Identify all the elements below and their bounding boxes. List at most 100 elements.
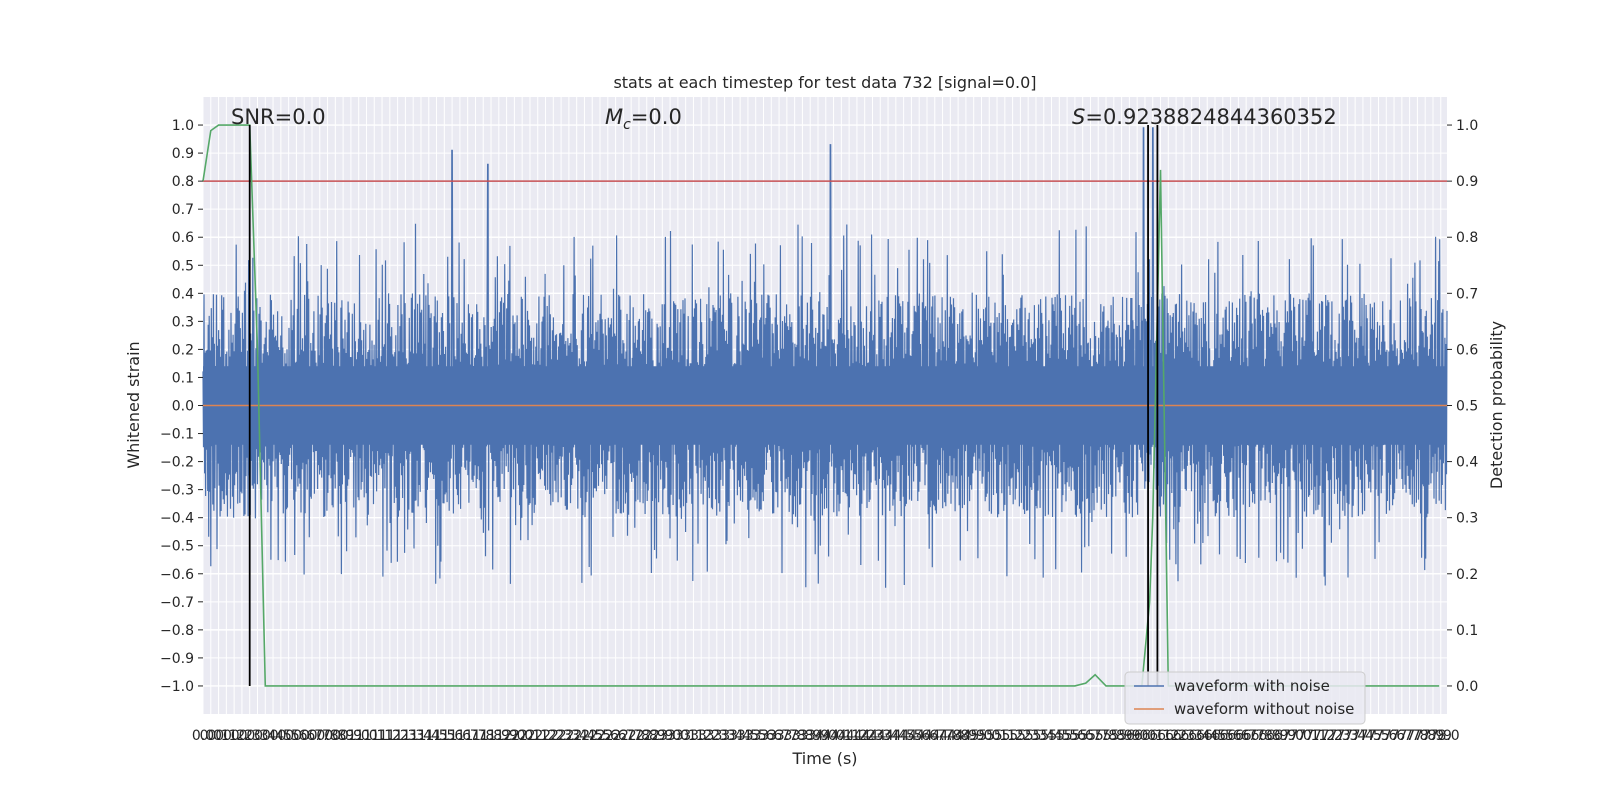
x-tick-label: 6.2	[1157, 728, 1179, 744]
x-tick-label: 0.7	[301, 728, 323, 744]
x-tick-label: 4.7	[924, 728, 946, 744]
x-tick-label: 2.6	[597, 728, 619, 744]
y-tick-label: −0.5	[160, 539, 194, 555]
x-tick-label: 1.0	[355, 728, 377, 744]
x-tick-label: 7.9	[1422, 728, 1444, 744]
y2-axis-label: Detection probability	[1487, 321, 1506, 489]
y2-tick-label: 0.2	[1456, 567, 1478, 583]
x-tick-label: 2.4	[566, 728, 588, 744]
x-tick-label: 6.7	[1235, 728, 1257, 744]
x-tick-label: 7.0	[1282, 728, 1304, 744]
x-tick-label: 3.8	[784, 728, 806, 744]
x-tick-label: 6.0	[1126, 728, 1148, 744]
x-tick-label: 3.8	[791, 728, 813, 744]
x-tick-label: 5.3	[1017, 728, 1039, 744]
x-tick-label: 0.5	[277, 728, 299, 744]
x-tick-label: 3.4	[721, 728, 743, 744]
annotation-s-symbol: S	[1072, 105, 1085, 129]
y2-tick-label: 1.0	[1456, 118, 1478, 134]
x-tick-label: 2.2	[534, 728, 556, 744]
y-tick-label: −0.8	[160, 623, 194, 639]
x-tick-label: 7.6	[1383, 728, 1405, 744]
x-tick-label: 3.1	[682, 728, 704, 744]
x-tick-label: 0.2	[231, 728, 253, 744]
x-tick-label: 3.3	[706, 728, 728, 744]
annotation-snr: SNR=0.0	[231, 105, 326, 129]
noise-trace	[202, 127, 1448, 588]
y-tick-label: −0.4	[160, 511, 194, 527]
y-tick-label: −0.2	[160, 455, 194, 471]
x-tick-label: 4.7	[931, 728, 953, 744]
chart-title: stats at each timestep for test data 732…	[613, 73, 1036, 92]
x-tick-label: 3.3	[713, 728, 735, 744]
y-tick-label: 0.9	[172, 146, 194, 162]
annotation-mc-subscript: c	[623, 117, 631, 133]
x-tick-label: 0.1	[215, 728, 237, 744]
x-tick-label: 6.5	[1204, 728, 1226, 744]
y-tick-label: 0.4	[172, 286, 194, 302]
x-tick-label: 0.0	[192, 728, 214, 744]
x-tick-label: 7.3	[1328, 728, 1350, 744]
x-tick-label: 1.8	[480, 728, 502, 744]
y-tick-label: −0.6	[160, 567, 194, 583]
x-tick-label: 4.5	[892, 728, 914, 744]
x-tick-label: 4.8	[939, 728, 961, 744]
x-tick-label: 0.6	[293, 728, 315, 744]
y2-tick-label: 0.3	[1456, 511, 1478, 527]
x-tick-label: 5.5	[1048, 728, 1070, 744]
x-tick-label: 4.2	[846, 728, 868, 744]
y2-tick-label: 0.0	[1456, 679, 1478, 695]
y2-axis-ticks: 1.0 0.9 0.8 0.7 0.6 0.5 0.4 0.3 0.2 0.1 0.0	[1447, 118, 1478, 695]
x-tick-label: 3.1	[675, 728, 697, 744]
y2-tick-label: 0.9	[1456, 174, 1478, 190]
x-tick-label: 6.1	[1149, 728, 1171, 744]
x-tick-label: 1.2	[379, 728, 401, 744]
x-tick-label: 7.4	[1344, 728, 1366, 744]
y2-tick-label: 0.6	[1456, 342, 1478, 358]
x-tick-label: 1.3	[402, 728, 424, 744]
x-tick-label: 1.1	[371, 728, 393, 744]
x-tick-label: 2.8	[636, 728, 658, 744]
y2-tick-label: 0.4	[1456, 455, 1478, 471]
x-tick-label: 1.3	[394, 728, 416, 744]
probability-trace	[202, 124, 1440, 687]
x-tick-label: 4.9	[963, 728, 985, 744]
x-tick-label: 2.8	[628, 728, 650, 744]
x-tick-label: 6.9	[1274, 728, 1296, 744]
y2-tick-label: 0.1	[1456, 623, 1478, 639]
x-tick-label: 7.8	[1406, 728, 1428, 744]
x-tick-label: 5.0	[978, 728, 1000, 744]
x-tick-label: 7.8	[1414, 728, 1436, 744]
x-tick-label: 1.7	[457, 728, 479, 744]
y-axis-ticks: 1.0 0.9 0.8 0.7 0.6 0.5 0.4 0.3 0.2 0.1 0.0 −0.1 −0.…	[160, 118, 203, 695]
x-axis-ticks: 0.00.00.10.10.20.20.30.30.40.40.50.50.60…	[192, 728, 1460, 744]
x-tick-label: 3.2	[690, 728, 712, 744]
x-tick-label: 4.6	[916, 728, 938, 744]
x-tick-label: 3.0	[659, 728, 681, 744]
x-tick-label: 5.4	[1040, 728, 1062, 744]
x-tick-label: 3.4	[729, 728, 751, 744]
x-tick-label: 1.1	[363, 728, 385, 744]
x-tick-label: 1.4	[418, 728, 440, 744]
x-tick-label: 0.4	[262, 728, 284, 744]
x-tick-label: 5.8	[1103, 728, 1125, 744]
x-tick-label: 3.6	[752, 728, 774, 744]
x-tick-label: 6.5	[1212, 728, 1234, 744]
x-tick-label: 3.2	[698, 728, 720, 744]
x-tick-label: 2.0	[503, 728, 525, 744]
x-tick-label: 6.3	[1173, 728, 1195, 744]
x-tick-label: 7.9	[1430, 728, 1452, 744]
x-tick-label: 4.2	[854, 728, 876, 744]
x-tick-label: 1.0	[348, 728, 370, 744]
y-tick-label: 0.2	[172, 342, 194, 358]
y-tick-label: −0.7	[160, 595, 194, 611]
x-tick-label: 1.4	[410, 728, 432, 744]
y-tick-label: −0.3	[160, 483, 194, 499]
x-tick-label: 2.1	[519, 728, 541, 744]
x-tick-label: 4.8	[947, 728, 969, 744]
x-tick-label: 2.2	[542, 728, 564, 744]
x-tick-label: 5.3	[1025, 728, 1047, 744]
x-tick-label: 4.6	[908, 728, 930, 744]
